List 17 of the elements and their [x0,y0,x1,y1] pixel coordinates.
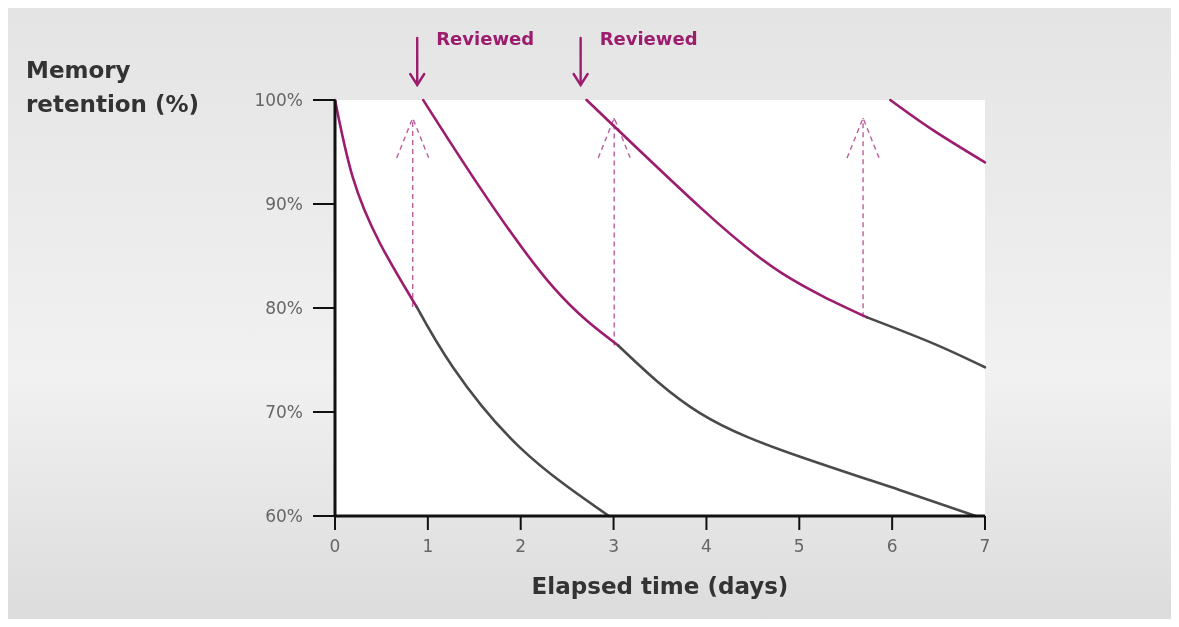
x-tick-label: 5 [793,536,805,556]
x-tick-label: 4 [701,536,712,556]
x-tick-label: 6 [886,536,898,556]
y-tick-label: 100% [254,90,303,110]
y-tick-label: 90% [265,194,303,214]
text: Reviewed [436,28,535,49]
y-axis-title: Memory retention (%) [26,57,200,117]
x-tick-label: 1 [422,536,434,556]
x-tick-label: 3 [608,536,619,556]
y-tick-label: 80% [265,298,303,318]
x-axis-title: Elapsed time (days) [531,573,789,599]
text: Reviewed [599,28,698,49]
y-tick-label: 60% [265,506,303,526]
x-tick-label: 0 [329,536,341,556]
y-tick-label: 70% [265,402,303,422]
x-tick-label: 2 [515,536,527,556]
x-tick-label: 7 [979,536,991,556]
